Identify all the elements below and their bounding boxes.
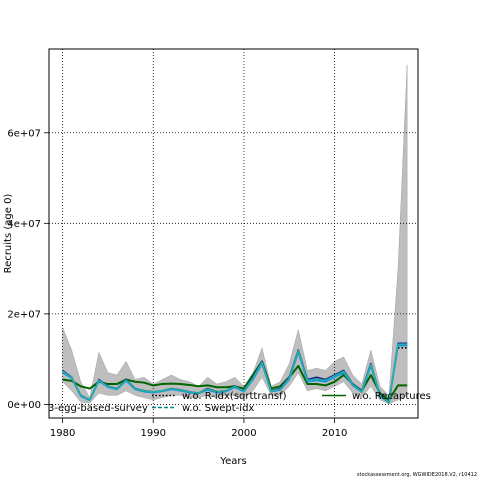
y-tick-label: 4e+07	[7, 219, 41, 230]
legend-entry: 3-egg-based-survey	[48, 403, 148, 414]
x-tick-label: 2000	[231, 428, 256, 439]
series-layer	[62, 342, 408, 404]
legend-entry: w.o. Recaptures	[352, 391, 431, 402]
y-tick-label: 6e+07	[7, 128, 41, 139]
x-tick-label: 1980	[50, 428, 75, 439]
legend-entry: w.o. R-idx(sqrttransf)	[182, 391, 287, 402]
y-axis: 0e+00 2e+07 4e+07 6e+07	[7, 128, 49, 411]
y-tick-label: 0e+00	[7, 400, 41, 411]
x-axis-title: Years	[219, 456, 246, 467]
y-axis-title: Recruits (age 0)	[3, 194, 14, 274]
x-tick-label: 2010	[322, 428, 347, 439]
x-tick-label: 1990	[141, 428, 166, 439]
confidence-band-layer	[62, 64, 408, 405]
plot-frame	[48, 48, 419, 419]
series-line-6	[62, 343, 408, 404]
legend-entry: w.o. Swept-idx	[182, 403, 254, 414]
legend: 3-egg-based-survey w.o. R-idx(sqrttransf)…	[48, 391, 431, 414]
y-tick-label: 2e+07	[7, 309, 41, 320]
grid-layer	[49, 49, 418, 418]
confidence-band	[62, 64, 408, 405]
footer-credit: stockassessment.org, WGWIDE2018.V2, r104…	[356, 472, 477, 478]
x-axis: 1980 1990 2000 2010	[50, 418, 347, 439]
